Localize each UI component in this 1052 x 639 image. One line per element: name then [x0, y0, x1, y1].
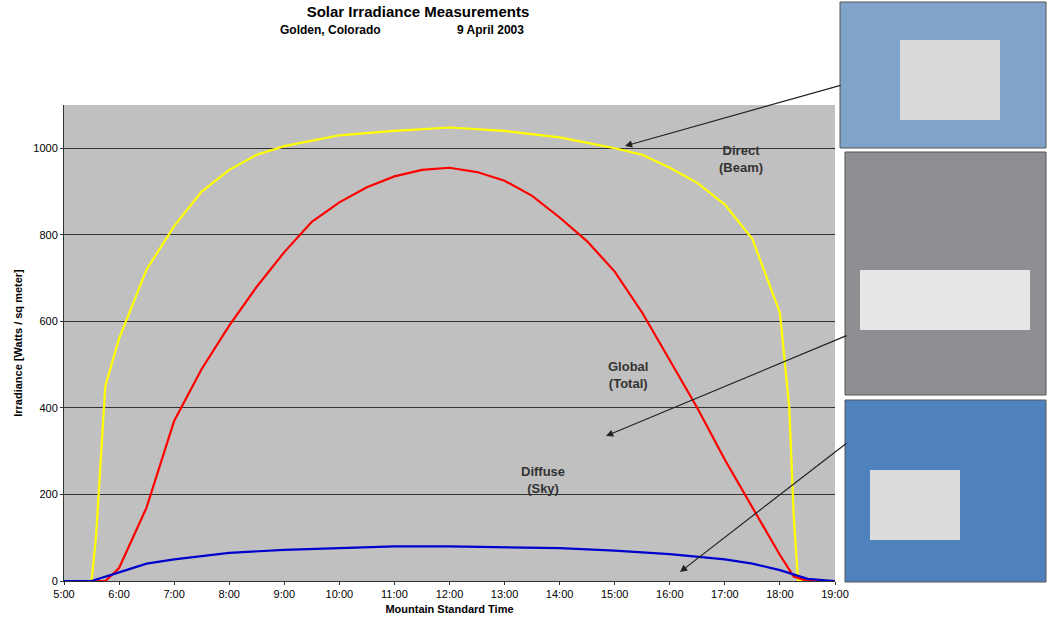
svg-text:Mountain Standard Time: Mountain Standard Time: [385, 603, 513, 615]
svg-text:8:00: 8:00: [218, 588, 239, 600]
svg-text:19:00: 19:00: [821, 588, 849, 600]
svg-text:Solar Irradiance Measurements: Solar Irradiance Measurements: [307, 3, 530, 20]
svg-text:11:00: 11:00: [381, 588, 408, 600]
svg-text:Golden, Colorado: Golden, Colorado: [280, 23, 381, 37]
svg-text:13:00: 13:00: [491, 588, 519, 600]
svg-text:1000: 1000: [33, 142, 57, 154]
svg-text:18:00: 18:00: [766, 588, 794, 600]
svg-text:200: 200: [39, 488, 57, 500]
svg-text:600: 600: [39, 315, 57, 327]
svg-text:15:00: 15:00: [601, 588, 629, 600]
svg-text:14:00: 14:00: [546, 588, 574, 600]
svg-text:400: 400: [39, 402, 57, 414]
svg-text:800: 800: [39, 229, 57, 241]
svg-text:9:00: 9:00: [274, 588, 295, 600]
svg-text:Diffuse(Sky): Diffuse(Sky): [521, 464, 565, 496]
svg-text:6:00: 6:00: [108, 588, 129, 600]
svg-text:Irradiance [Watts / sq meter]: Irradiance [Watts / sq meter]: [12, 269, 24, 417]
svg-text:5:00: 5:00: [53, 588, 74, 600]
svg-text:17:00: 17:00: [711, 588, 739, 600]
svg-text:Direct(Beam): Direct(Beam): [719, 143, 763, 175]
svg-text:7:00: 7:00: [163, 588, 184, 600]
svg-text:Global(Total): Global(Total): [608, 359, 648, 391]
svg-text:10:00: 10:00: [326, 588, 354, 600]
svg-text:9 April 2003: 9 April 2003: [457, 23, 524, 37]
svg-text:0: 0: [52, 575, 58, 587]
svg-text:16:00: 16:00: [656, 588, 684, 600]
svg-text:12:00: 12:00: [436, 588, 464, 600]
